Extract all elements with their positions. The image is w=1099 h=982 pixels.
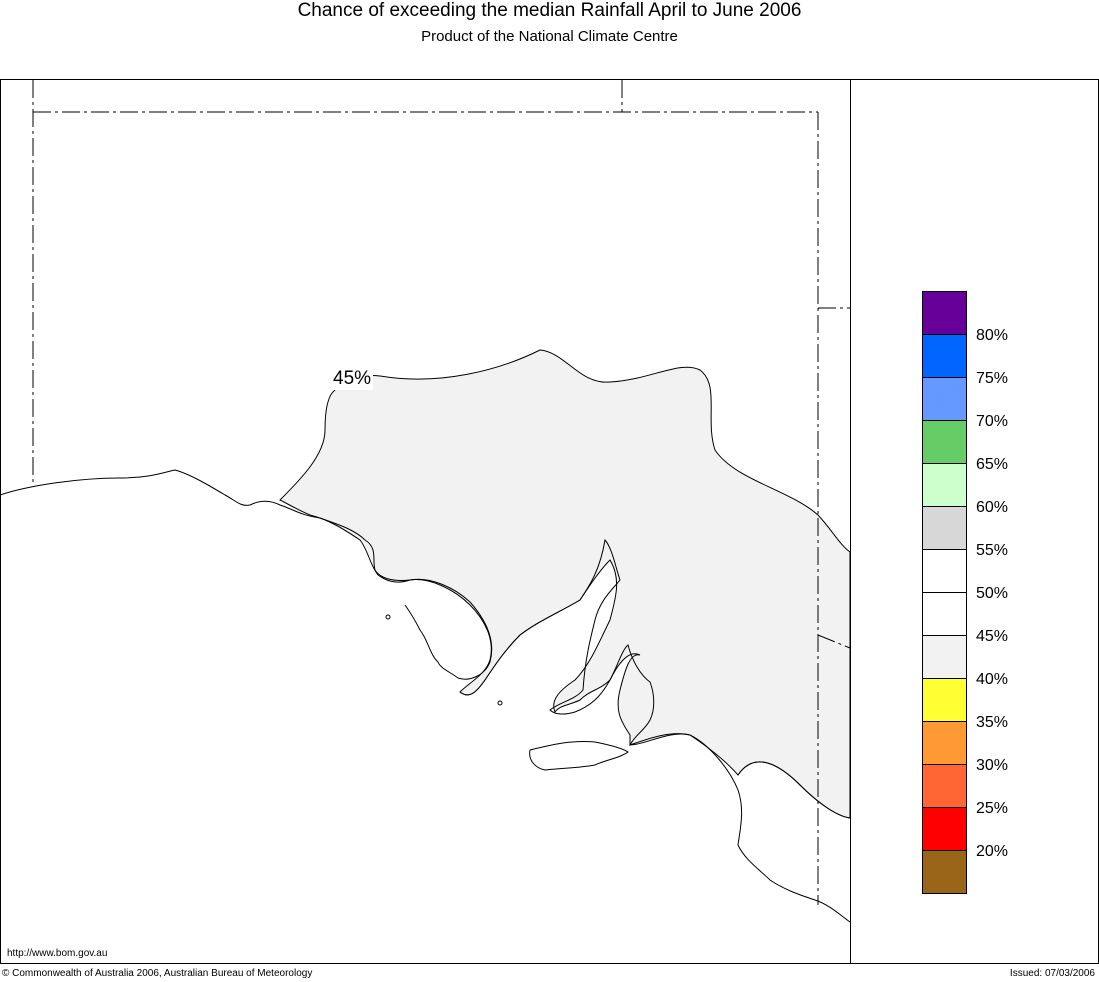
island bbox=[385, 614, 391, 620]
legend-swatch bbox=[922, 635, 967, 679]
legend-label: 45% bbox=[976, 628, 1009, 645]
source-url: http://www.bom.gov.au bbox=[7, 948, 108, 959]
probability-region-40-45 bbox=[279, 349, 851, 819]
legend-swatch bbox=[922, 592, 967, 636]
legend-label: 55% bbox=[976, 542, 1009, 559]
issued-date: Issued: 07/03/2006 bbox=[1009, 968, 1095, 979]
legend-swatch bbox=[922, 721, 967, 765]
kangaroo-island bbox=[529, 741, 629, 771]
copyright-text: © Commonwealth of Australia 2006, Austra… bbox=[2, 968, 313, 979]
coastline bbox=[0, 469, 851, 923]
legend-label: 65% bbox=[976, 456, 1009, 473]
legend-swatch bbox=[922, 549, 967, 593]
legend-label: 60% bbox=[976, 499, 1009, 516]
legend-label: 30% bbox=[976, 757, 1009, 774]
legend-label: 50% bbox=[976, 585, 1009, 602]
state-borders bbox=[32, 80, 851, 905]
legend-swatch bbox=[922, 850, 967, 894]
map-subtitle: Product of the National Climate Centre bbox=[421, 28, 678, 45]
legend-swatch bbox=[922, 764, 967, 808]
legend-label: 75% bbox=[976, 370, 1009, 387]
island bbox=[497, 700, 503, 706]
legend-swatch bbox=[922, 291, 967, 335]
legend-label: 40% bbox=[976, 671, 1009, 688]
legend-swatch bbox=[922, 377, 967, 421]
contour-east bbox=[737, 761, 851, 819]
legend-swatch bbox=[922, 506, 967, 550]
legend-swatch bbox=[922, 678, 967, 722]
legend-swatch bbox=[922, 463, 967, 507]
legend-label: 25% bbox=[976, 800, 1009, 817]
legend-swatch bbox=[922, 334, 967, 378]
map-title: Chance of exceeding the median Rainfall … bbox=[297, 0, 802, 21]
legend-frame bbox=[850, 79, 1099, 964]
contour-label-45: 45% bbox=[331, 368, 374, 390]
legend-label: 20% bbox=[976, 843, 1009, 860]
legend-swatch bbox=[922, 807, 967, 851]
legend-color-bar bbox=[922, 291, 967, 894]
legend-label: 80% bbox=[976, 327, 1009, 344]
legend-label: 70% bbox=[976, 413, 1009, 430]
legend-label: 35% bbox=[976, 714, 1009, 731]
legend-swatch bbox=[922, 420, 967, 464]
